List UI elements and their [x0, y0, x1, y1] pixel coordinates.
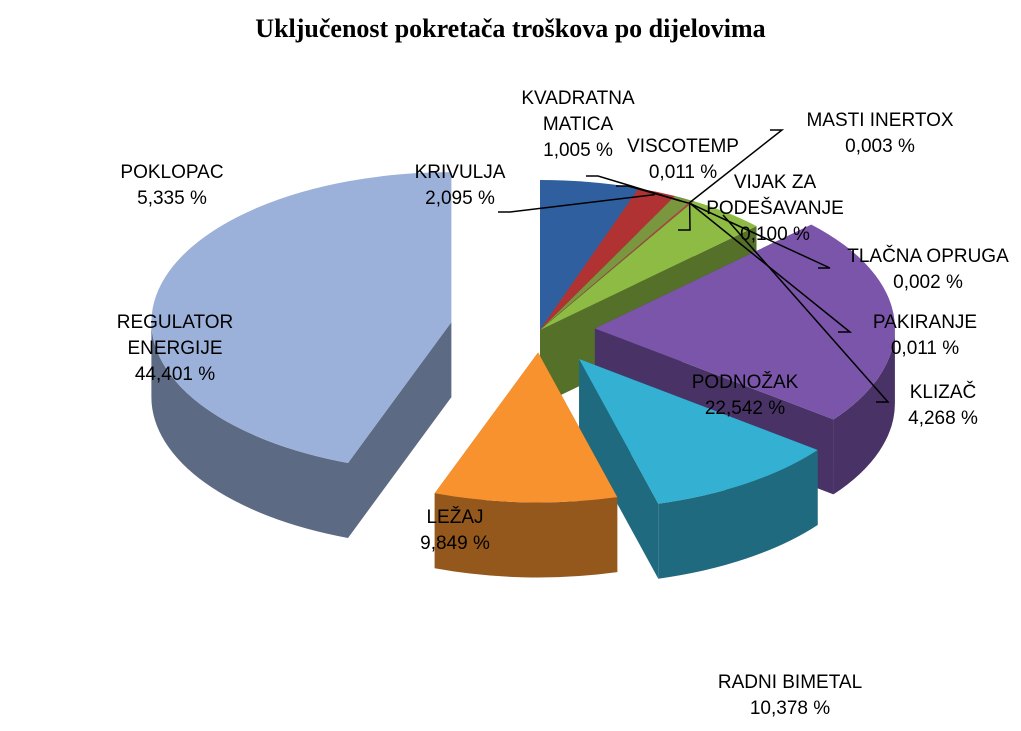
data-label: PODNOŽAK 22,542 % [670, 370, 820, 422]
slice-top [540, 188, 676, 330]
leader-line [690, 203, 853, 333]
slice-wall [434, 493, 618, 578]
data-label: VIJAK ZA PODEŠAVANJE 0,100 % [700, 170, 850, 248]
slice-top [540, 200, 692, 330]
slice-name: PAKIRANJE [872, 312, 978, 333]
slice-wall [833, 328, 895, 495]
slice-value: 44,401 % [134, 364, 216, 385]
slice-top [540, 200, 692, 330]
chart-title: Uključenost pokretača troškova po dijelo… [255, 14, 766, 43]
slice-top [540, 196, 692, 330]
slice-top [540, 200, 694, 330]
slice-top [434, 352, 618, 503]
slice-value: 0,002 % [893, 272, 963, 293]
slice-wall [658, 450, 818, 579]
data-label: RADNI BIMETAL 10,378 % [700, 670, 880, 722]
slice-value: 0,011 % [890, 338, 960, 359]
slice-name: VIJAK ZA PODEŠAVANJE [706, 172, 844, 219]
data-label: REGULATOR ENERGIJE 44,401 % [75, 310, 275, 388]
leader-line [688, 129, 785, 204]
slice-value: 5,335 % [137, 188, 207, 209]
slice-name: LEŽAJ [426, 507, 484, 528]
slice-side [579, 359, 659, 579]
leader-line [498, 193, 655, 213]
slice-top [151, 172, 452, 463]
slice-name: POKLOPAC [120, 162, 224, 183]
slice-value: 9,849 % [420, 533, 490, 554]
slice-value: 0,100 % [740, 224, 810, 245]
slice-top [540, 180, 639, 330]
slice-name: KRIVULJA [414, 162, 506, 183]
slice [579, 359, 818, 579]
slice-top [540, 201, 694, 330]
slice-top [594, 224, 895, 420]
slice-name: VISCOTEMP [627, 136, 739, 157]
slice-value: 22,542 % [704, 398, 786, 419]
slice-wall [151, 322, 349, 538]
slice-top [579, 359, 818, 504]
leader-line [690, 203, 831, 269]
slice-value: 1,005 % [543, 140, 613, 161]
slice-value: 0,011 % [648, 162, 718, 183]
data-label: TLAČNA OPRUGA 0,002 % [828, 244, 1021, 296]
slice-side [348, 322, 452, 538]
slice-value: 0,003 % [845, 136, 915, 157]
slice-name: TLAČNA OPRUGA [847, 246, 1009, 267]
slice-top [540, 201, 757, 330]
data-label: KLIZAČ 4,268 % [883, 380, 1003, 432]
data-label: LEŽAJ 9,849 % [395, 505, 515, 557]
slice-top [540, 201, 694, 330]
data-label: PAKIRANJE 0,011 % [840, 310, 1010, 362]
slice-name: KVADRATNA MATICA [521, 88, 635, 135]
data-label: KVADRATNA MATICA 1,005 % [513, 86, 643, 164]
leader-line [722, 214, 890, 403]
slice [151, 172, 452, 538]
data-label: POKLOPAC 5,335 % [72, 160, 272, 212]
slice [434, 352, 618, 578]
slice-value: 4,268 % [908, 408, 978, 429]
data-label: MASTI INERTOX 0,003 % [780, 108, 980, 160]
slice-name: REGULATOR ENERGIJE [116, 312, 234, 359]
leader-line [678, 203, 691, 231]
slice-value: 2,095 % [425, 188, 495, 209]
data-label: KRIVULJA 2,095 % [385, 160, 535, 212]
slice-name: RADNI BIMETAL [717, 672, 863, 693]
slice-value: 10,378 % [749, 698, 831, 719]
data-label: VISCOTEMP 0,011 % [613, 134, 753, 186]
slice-name: KLIZAČ [909, 382, 977, 403]
slice-name: PODNOŽAK [691, 372, 799, 393]
leader-line [616, 185, 689, 204]
slice-name: MASTI INERTOX [806, 110, 954, 131]
